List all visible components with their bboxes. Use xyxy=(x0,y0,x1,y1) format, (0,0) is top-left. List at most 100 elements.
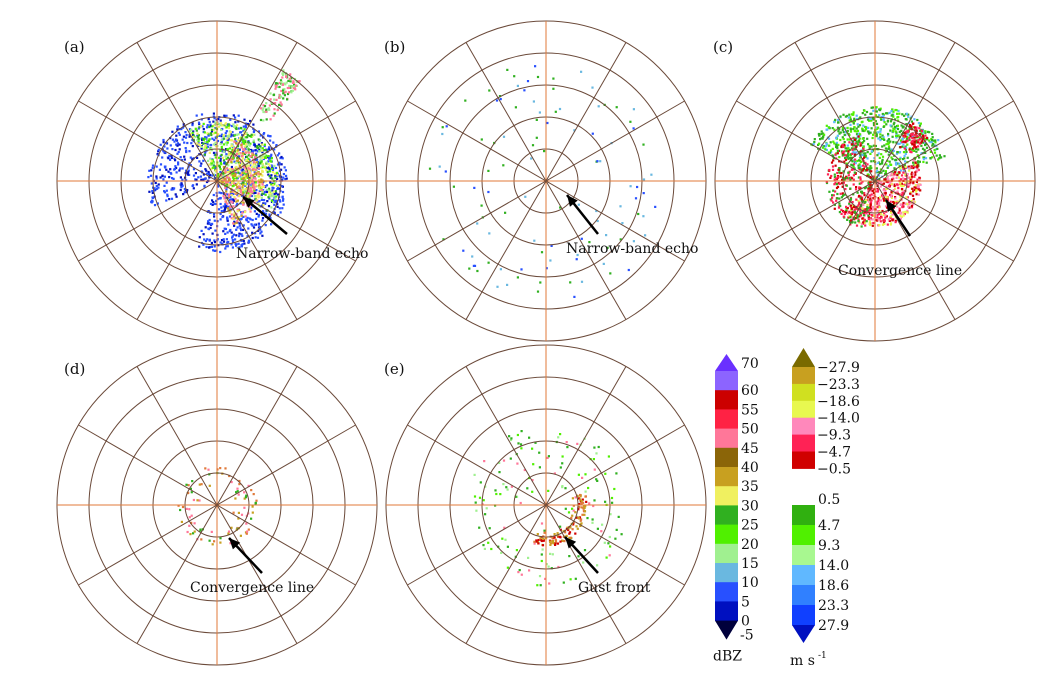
tick-label: −4.7 xyxy=(817,445,851,461)
color-cell xyxy=(715,582,738,602)
polar-grid xyxy=(56,20,378,342)
color-cell xyxy=(715,601,738,622)
color-cell xyxy=(792,525,815,546)
unit-label: m s xyxy=(790,653,815,669)
under-triangle-icon xyxy=(715,620,738,640)
tick-label: 35 xyxy=(741,479,759,495)
color-cell xyxy=(715,371,738,391)
tick-label: 0 xyxy=(741,614,750,630)
annotation-label: Gust front xyxy=(578,580,651,596)
color-cell xyxy=(792,585,815,606)
tick-label: 4.7 xyxy=(818,518,840,534)
panel-label: (e) xyxy=(384,360,405,378)
color-cell xyxy=(715,543,738,564)
tick-label: −0.5 xyxy=(817,461,851,477)
color-cell xyxy=(715,486,738,506)
tick-label: 9.3 xyxy=(818,538,840,554)
color-cell xyxy=(792,367,815,385)
tick-label: -5 xyxy=(740,628,754,644)
tick-label: 20 xyxy=(741,537,759,553)
azimuth-line xyxy=(736,100,1014,262)
tick-label: 60 xyxy=(741,383,759,399)
tick-label: 14.0 xyxy=(818,558,849,574)
echo-field xyxy=(473,430,623,587)
color-cell xyxy=(792,383,815,402)
panel-label: (c) xyxy=(713,38,733,56)
color-cell xyxy=(792,605,815,626)
tick-label: 25 xyxy=(741,518,759,534)
azimuth-line xyxy=(78,424,356,586)
annotation-label: Narrow-band echo xyxy=(236,246,368,262)
color-cell xyxy=(792,565,815,586)
tick-label: 40 xyxy=(741,460,759,476)
annotation-label: Convergence line xyxy=(190,580,314,596)
under-triangle-icon xyxy=(792,625,815,643)
tick-label: 55 xyxy=(741,402,759,418)
arrow-head-icon xyxy=(243,197,255,208)
azimuth-line xyxy=(407,100,685,262)
color-cell xyxy=(715,467,738,487)
over-triangle-icon xyxy=(715,354,738,371)
tick-label: 70 xyxy=(741,356,759,372)
color-cell xyxy=(792,505,815,526)
arrow-head-icon xyxy=(886,200,897,212)
panel-d: (d) Convergence line xyxy=(56,344,378,666)
tick-label: 27.9 xyxy=(818,618,849,634)
annotation-label: Narrow-band echo xyxy=(566,241,698,257)
color-cell xyxy=(715,447,738,468)
panel-e: (e) Gust front xyxy=(384,344,707,666)
tick-label: −27.9 xyxy=(817,360,860,376)
tick-label: 18.6 xyxy=(818,578,849,594)
unit-exponent: -1 xyxy=(818,651,827,661)
color-cell xyxy=(715,390,738,410)
polar-grid xyxy=(385,20,707,342)
tick-label: −14.0 xyxy=(817,411,860,427)
tick-label: 5 xyxy=(741,594,750,610)
polar-grid xyxy=(385,344,707,666)
echo-field xyxy=(177,467,258,546)
velocity-colorbar: −27.9−23.3−18.6−14.0−9.3−4.7−0.5 0.5 4.7 9.… xyxy=(790,348,860,669)
color-cell xyxy=(715,505,738,526)
azimuth-line xyxy=(407,424,685,586)
arrow-head-icon xyxy=(567,195,578,207)
panel-c: (c) Convergence line xyxy=(713,20,1036,342)
tick-label: 23.3 xyxy=(818,598,849,614)
echo-field xyxy=(428,65,657,298)
color-legends: 70605550454035302520151050-5dBZ−27.9−23.… xyxy=(713,348,860,669)
color-cell xyxy=(792,417,815,436)
panel-label: (a) xyxy=(64,38,85,56)
color-cell xyxy=(715,563,738,583)
color-cell xyxy=(792,434,815,452)
tick-label: 45 xyxy=(741,441,759,457)
color-cell xyxy=(792,545,815,566)
tick-label: −23.3 xyxy=(817,377,860,393)
unit-label: dBZ xyxy=(713,649,742,665)
color-cell xyxy=(715,409,738,430)
tick-label: −9.3 xyxy=(817,428,851,444)
over-triangle-icon xyxy=(792,348,815,367)
annotation-label: Convergence line xyxy=(838,263,962,279)
arrow-head-icon xyxy=(565,537,577,549)
tick-label: 50 xyxy=(741,422,759,438)
color-cell xyxy=(715,524,738,545)
echo-field xyxy=(810,106,946,228)
polar-grid xyxy=(714,20,1036,342)
color-cell xyxy=(792,400,815,419)
tick-label: 30 xyxy=(741,498,759,514)
tick-label: 15 xyxy=(741,556,759,572)
arrow-head-icon xyxy=(229,538,241,550)
polar-grid xyxy=(56,344,378,666)
tick-label: −18.6 xyxy=(817,394,860,410)
panel-a: (a) Narrow-band echo xyxy=(56,20,378,342)
tick-label: 10 xyxy=(741,575,759,591)
panel-label: (d) xyxy=(64,360,85,378)
azimuth-line xyxy=(78,100,356,262)
panel-label: (b) xyxy=(384,38,405,56)
color-cell xyxy=(792,451,815,469)
color-cell xyxy=(715,428,738,449)
panel-b: (b) Narrow-band echo xyxy=(384,20,707,342)
tick-label: 0.5 xyxy=(818,492,840,508)
